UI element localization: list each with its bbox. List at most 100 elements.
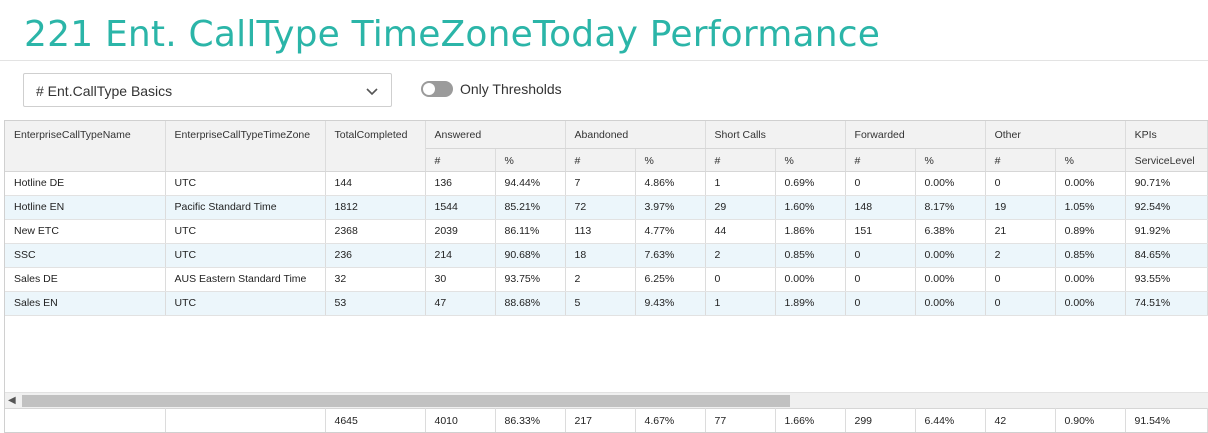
header-short-calls-count[interactable]: # <box>705 148 776 172</box>
header-other-count[interactable]: # <box>985 148 1056 172</box>
header-group-short-calls: Short Calls <box>705 121 846 149</box>
cell-short-calls-pct: 0.69% <box>775 171 846 196</box>
cell-answered-count: 2039 <box>425 219 496 244</box>
header-group-forwarded: Forwarded <box>845 121 986 149</box>
cell-timezone: UTC <box>165 219 326 244</box>
cell-abandoned-count: 5 <box>565 291 636 316</box>
cell-short-calls-pct: 1.60% <box>775 195 846 220</box>
cell-other-count: 21 <box>985 219 1056 244</box>
header-service-level[interactable]: ServiceLevel <box>1125 148 1208 172</box>
header-timezone[interactable]: EnterpriseCallTypeTimeZone <box>165 121 326 172</box>
total-cell-short-calls-count: 77 <box>705 408 776 432</box>
table-row[interactable]: New ETC UTC 2368 2039 86.11% 113 4.77% 44 1.86% 1… <box>5 219 1208 244</box>
cell-answered-pct: 93.75% <box>495 267 566 292</box>
cell-timezone: Pacific Standard Time <box>165 195 326 220</box>
header-other-pct[interactable]: % <box>1055 148 1126 172</box>
header-forwarded-pct[interactable]: % <box>915 148 986 172</box>
toggle-knob <box>423 83 435 95</box>
cell-forwarded-pct: 8.17% <box>915 195 986 220</box>
cell-abandoned-count: 72 <box>565 195 636 220</box>
cell-short-calls-count: 0 <box>705 267 776 292</box>
cell-forwarded-count: 0 <box>845 291 916 316</box>
cell-other-pct: 0.00% <box>1055 267 1126 292</box>
cell-forwarded-pct: 0.00% <box>915 267 986 292</box>
cell-abandoned-count: 18 <box>565 243 636 268</box>
header-group-abandoned: Abandoned <box>565 121 706 149</box>
cell-answered-count: 136 <box>425 171 496 196</box>
view-select-dropdown[interactable]: # Ent.CallType Basics <box>23 73 392 107</box>
totals-row: 4645 4010 86.33% 217 4.67% 77 1.66% 299 6.44% 42 0… <box>5 408 1208 432</box>
cell-other-pct: 0.85% <box>1055 243 1126 268</box>
cell-other-pct: 1.05% <box>1055 195 1126 220</box>
cell-service-level: 90.71% <box>1125 171 1208 196</box>
header-group-answered: Answered <box>425 121 566 149</box>
cell-service-level: 93.55% <box>1125 267 1208 292</box>
title-divider <box>0 60 1208 61</box>
header-answered-pct[interactable]: % <box>495 148 566 172</box>
header-total-completed[interactable]: TotalCompleted <box>325 121 426 172</box>
cell-total-completed: 53 <box>325 291 426 316</box>
view-select-value: # Ent.CallType Basics <box>36 83 173 99</box>
cell-other-pct: 0.00% <box>1055 171 1126 196</box>
total-cell-answered-pct: 86.33% <box>495 408 566 432</box>
cell-calltype-name: Sales DE <box>5 267 166 292</box>
performance-grid: EnterpriseCallTypeName EnterpriseCallTyp… <box>4 120 1208 433</box>
cell-other-count: 0 <box>985 171 1056 196</box>
totals-table: 4645 4010 86.33% 217 4.67% 77 1.66% 299 6.44% 42 0… <box>5 408 1208 432</box>
total-cell-other-count: 42 <box>985 408 1056 432</box>
cell-forwarded-pct: 0.00% <box>915 291 986 316</box>
total-cell-timezone <box>165 408 326 432</box>
cell-abandoned-pct: 4.77% <box>635 219 706 244</box>
cell-short-calls-count: 29 <box>705 195 776 220</box>
only-thresholds-toggle[interactable] <box>421 81 453 97</box>
header-short-calls-pct[interactable]: % <box>775 148 846 172</box>
header-forwarded-count[interactable]: # <box>845 148 916 172</box>
total-cell-answered-count: 4010 <box>425 408 496 432</box>
page-title: 221 Ent. CallType TimeZoneToday Performa… <box>24 14 881 55</box>
cell-answered-pct: 85.21% <box>495 195 566 220</box>
cell-timezone: AUS Eastern Standard Time <box>165 267 326 292</box>
total-cell-abandoned-count: 217 <box>565 408 636 432</box>
cell-other-pct: 0.00% <box>1055 291 1126 316</box>
header-abandoned-pct[interactable]: % <box>635 148 706 172</box>
header-abandoned-count[interactable]: # <box>565 148 636 172</box>
cell-answered-pct: 94.44% <box>495 171 566 196</box>
table-row[interactable]: Sales DE AUS Eastern Standard Time 32 30 93.… <box>5 267 1208 292</box>
cell-answered-pct: 90.68% <box>495 243 566 268</box>
cell-short-calls-pct: 1.89% <box>775 291 846 316</box>
data-table: EnterpriseCallTypeName EnterpriseCallTyp… <box>5 121 1208 316</box>
cell-short-calls-count: 1 <box>705 291 776 316</box>
cell-forwarded-pct: 0.00% <box>915 243 986 268</box>
total-cell-abandoned-pct: 4.67% <box>635 408 706 432</box>
cell-forwarded-pct: 0.00% <box>915 171 986 196</box>
cell-answered-pct: 86.11% <box>495 219 566 244</box>
total-cell-short-calls-pct: 1.66% <box>775 408 846 432</box>
scrollbar-thumb[interactable] <box>22 395 790 407</box>
cell-short-calls-count: 1 <box>705 171 776 196</box>
total-cell-service-level: 91.54% <box>1125 408 1208 432</box>
horizontal-scrollbar[interactable]: ◀ <box>5 392 1208 409</box>
cell-abandoned-pct: 6.25% <box>635 267 706 292</box>
cell-abandoned-pct: 3.97% <box>635 195 706 220</box>
cell-timezone: UTC <box>165 243 326 268</box>
cell-calltype-name: Hotline EN <box>5 195 166 220</box>
cell-forwarded-count: 0 <box>845 267 916 292</box>
header-calltype-name[interactable]: EnterpriseCallTypeName <box>5 121 166 172</box>
cell-timezone: UTC <box>165 291 326 316</box>
table-row[interactable]: Hotline DE UTC 144 136 94.44% 7 4.86% 1 0.69% 0 0.… <box>5 171 1208 196</box>
cell-abandoned-pct: 9.43% <box>635 291 706 316</box>
cell-other-count: 0 <box>985 291 1056 316</box>
table-row[interactable]: Sales EN UTC 53 47 88.68% 5 9.43% 1 1.89% 0 0.00% 0… <box>5 291 1208 316</box>
cell-abandoned-pct: 7.63% <box>635 243 706 268</box>
header-answered-count[interactable]: # <box>425 148 496 172</box>
cell-total-completed: 2368 <box>325 219 426 244</box>
scroll-left-arrow-icon[interactable]: ◀ <box>8 395 16 406</box>
only-thresholds-label: Only Thresholds <box>460 81 562 97</box>
cell-calltype-name: Hotline DE <box>5 171 166 196</box>
table-row[interactable]: Hotline EN Pacific Standard Time 1812 1544 8… <box>5 195 1208 220</box>
cell-total-completed: 144 <box>325 171 426 196</box>
total-cell-forwarded-count: 299 <box>845 408 916 432</box>
cell-service-level: 91.92% <box>1125 219 1208 244</box>
table-row[interactable]: SSC UTC 236 214 90.68% 18 7.63% 2 0.85% 0 0.00% 2 0.… <box>5 243 1208 268</box>
cell-abandoned-pct: 4.86% <box>635 171 706 196</box>
